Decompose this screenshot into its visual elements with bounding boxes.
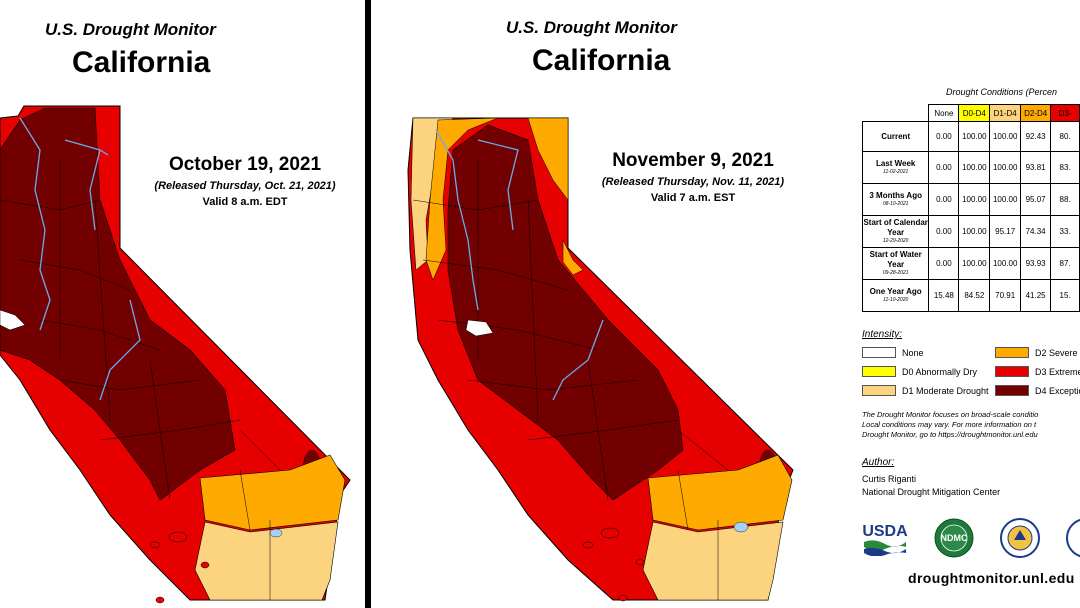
stats-cell: 92.43 [1020,121,1052,152]
legend-label: D0 Abnormally Dry [902,366,978,377]
legend-swatch [862,385,896,396]
website-url[interactable]: droughtmonitor.unl.edu [908,570,1075,586]
stats-cell: 100.00 [989,183,1022,216]
stats-corner [863,105,929,122]
stats-header: D2-D4 [1020,104,1052,122]
disclaimer-note: The Drought Monitor focuses on broad-sca… [862,410,1039,439]
stats-cell: 100.00 [958,247,991,280]
svg-text:NDMC: NDMC [941,533,968,543]
drought-stats-table: None D0-D4 D1-D4 D2-D4 D3- Current 0.00 … [861,104,1080,312]
stats-cell: 100.00 [989,247,1022,280]
stats-cell: 83. [1050,151,1080,184]
stats-cell: 74.34 [1020,215,1052,248]
stats-row: Last Week 11-02-2021 0.00 100.00 100.00 9… [861,151,1080,184]
author-block: Curtis Riganti National Drought Mitigati… [862,473,1000,499]
stats-row: Current 0.00 100.00 100.00 92.43 80. [861,121,1080,152]
stats-cell: 100.00 [958,121,991,152]
stats-cell: 100.00 [958,151,991,184]
legend-item-d3: D3 Extreme [995,366,1080,377]
stats-header-row: None D0-D4 D1-D4 D2-D4 D3- [863,104,1080,122]
stats-row-label: 3 Months Ago 08-10-2021 [861,183,930,216]
stats-cell: 100.00 [958,183,991,216]
stats-header: D1-D4 [989,104,1022,122]
svg-text:USDA: USDA [862,523,908,540]
legend-item-d0: D0 Abnormally Dry [862,366,977,377]
stats-cell: 0.00 [928,183,960,216]
stats-cell: 87. [1050,247,1080,280]
stats-cell: 95.17 [989,215,1022,248]
stats-cell: 0.00 [928,151,960,184]
stats-title: Drought Conditions (Percen [946,87,1058,97]
stats-row: Start of Calendar Year 12-29-2020 0.00 10… [861,215,1080,248]
map-state-name: California [532,44,671,77]
stats-cell: 100.00 [989,151,1022,184]
stats-cell: 0.00 [928,247,960,280]
stats-row: One Year Ago 11-10-2020 15.48 84.52 70.91… [861,279,1080,312]
stats-cell: 95.07 [1020,183,1052,216]
legend-title: Intensity: [862,329,903,340]
legend-item-d4: D4 Exceptio [995,385,1080,396]
left-map-panel: U.S. Drought Monitor California October … [0,0,364,608]
author-title: Author: [862,457,895,468]
map-date-block: October 19, 2021 (Released Thursday, Oct… [140,154,350,208]
legend-swatch [995,347,1029,358]
map-valid: Valid 8 a.m. EDT [202,196,288,208]
stats-cell: 41.25 [1020,279,1052,312]
legend-swatch [995,385,1029,396]
stats-header: D3- [1050,104,1080,122]
legend-swatch [862,366,896,377]
right-map-panel: U.S. Drought Monitor California November… [378,0,1080,608]
legend-item-d1: D1 Moderate Drought [862,385,989,396]
ndmc-logo: NDMC [934,518,974,558]
legend-item-d2: D2 Severe D [995,347,1080,358]
california-drought-map-nov [407,117,794,602]
stats-cell: 100.00 [958,215,991,248]
map-date-block: November 9, 2021 (Released Thursday, Nov… [588,150,798,204]
stats-row-label: Start of Calendar Year 12-29-2020 [861,215,930,248]
legend-label: D4 Exceptio [1035,385,1080,396]
stats-row-label: Last Week 11-02-2021 [861,151,930,184]
stats-row-label: Start of Water Year 09-28-2021 [861,247,930,280]
noaa-logo [1066,518,1080,558]
legend-swatch [995,366,1029,377]
stats-cell: 93.81 [1020,151,1052,184]
doc-seal-logo [1000,518,1040,558]
usda-logo: USDA [862,520,908,557]
map-date: November 9, 2021 [612,150,774,171]
legend-swatch [862,347,896,358]
map-date: October 19, 2021 [168,154,322,175]
stats-header: D0-D4 [958,104,991,122]
legend-label: D2 Severe D [1035,347,1080,358]
author-org: National Drought Mitigation Center [862,487,1001,497]
author-name: Curtis Riganti [862,474,917,484]
california-drought-map-oct [0,105,351,604]
stats-cell: 15. [1050,279,1080,312]
map-title: U.S. Drought Monitor [506,18,677,37]
stats-cell: 80. [1050,121,1080,152]
panel-divider [365,0,371,608]
stats-cell: 0.00 [928,215,960,248]
stats-cell: 70.91 [989,279,1022,312]
stats-row-label: One Year Ago 11-10-2020 [861,279,930,312]
legend-label: D1 Moderate Drought [902,385,989,396]
stats-cell: 88. [1050,183,1080,216]
stats-row: Start of Water Year 09-28-2021 0.00 100.0… [861,247,1080,280]
map-released: (Released Thursday, Nov. 11, 2021) [601,176,785,188]
stats-row: 3 Months Ago 08-10-2021 0.00 100.00 100.0… [861,183,1080,216]
stats-cell: 93.93 [1020,247,1052,280]
legend-label: None [902,347,924,358]
stats-cell: 84.52 [958,279,991,312]
stats-cell: 15.48 [928,279,960,312]
legend-item-none: None [862,347,924,358]
map-state-name: California [72,46,211,79]
map-released: (Released Thursday, Oct. 21, 2021) [154,180,336,192]
legend-label: D3 Extreme [1035,366,1080,377]
stats-row-label: Current [861,121,930,152]
stats-cell: 33. [1050,215,1080,248]
map-valid: Valid 7 a.m. EST [650,192,736,204]
stats-cell: 0.00 [928,121,960,152]
map-title: U.S. Drought Monitor [45,20,216,39]
stats-cell: 100.00 [989,121,1022,152]
stats-header: None [928,104,960,122]
